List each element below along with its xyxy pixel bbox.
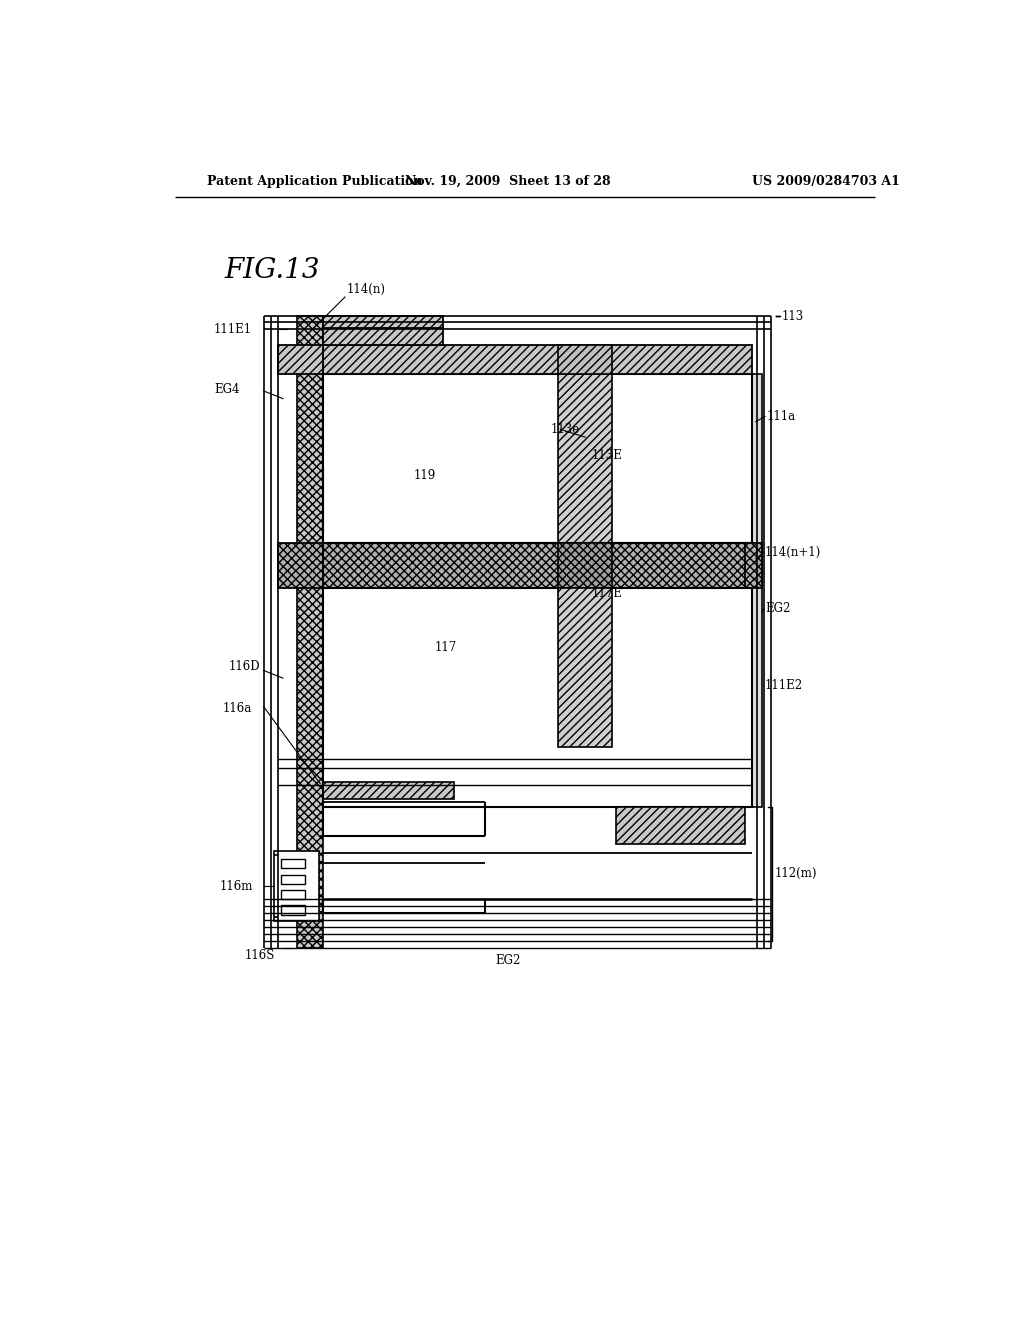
Text: 119: 119 <box>414 469 435 482</box>
Text: 113e: 113e <box>550 422 580 436</box>
Bar <box>558 374 612 544</box>
Bar <box>744 374 762 807</box>
Text: EG2: EG2 <box>765 602 791 615</box>
Text: EG2: EG2 <box>495 954 520 968</box>
Bar <box>324 317 443 327</box>
Bar <box>282 875 305 884</box>
Text: 112(m): 112(m) <box>774 867 817 880</box>
Bar <box>278 345 324 374</box>
Text: Patent Application Publication: Patent Application Publication <box>207 176 423 187</box>
Text: FIG.13: FIG.13 <box>225 256 321 284</box>
Bar <box>273 851 318 921</box>
Bar <box>324 544 752 589</box>
Text: 117E: 117E <box>592 587 623 601</box>
Text: 116m: 116m <box>219 879 253 892</box>
Bar <box>558 345 612 374</box>
Bar <box>297 317 324 948</box>
Text: 116D: 116D <box>228 660 260 673</box>
Bar <box>558 544 612 589</box>
Text: 117: 117 <box>434 640 457 653</box>
Bar <box>324 781 454 799</box>
Bar <box>616 807 744 843</box>
Bar <box>558 589 612 747</box>
Text: 111E1: 111E1 <box>213 323 251 335</box>
Bar <box>282 859 305 869</box>
Text: EG4: EG4 <box>215 383 241 396</box>
Bar <box>324 345 752 374</box>
Text: 116S: 116S <box>245 949 274 962</box>
Text: 113E: 113E <box>592 449 623 462</box>
Text: US 2009/0284703 A1: US 2009/0284703 A1 <box>752 176 899 187</box>
Text: 114(n): 114(n) <box>346 282 386 296</box>
Text: 111E2: 111E2 <box>765 680 803 693</box>
Bar <box>282 890 305 899</box>
Text: 114(n+1): 114(n+1) <box>765 546 821 560</box>
Text: Nov. 19, 2009  Sheet 13 of 28: Nov. 19, 2009 Sheet 13 of 28 <box>404 176 610 187</box>
Bar <box>744 544 762 589</box>
Text: 113: 113 <box>782 310 804 323</box>
Text: 111a: 111a <box>767 409 796 422</box>
Bar <box>282 906 305 915</box>
Bar <box>278 544 324 589</box>
Bar <box>324 589 752 807</box>
Bar <box>324 374 752 544</box>
Bar <box>324 327 443 345</box>
Text: 116a: 116a <box>222 702 252 715</box>
